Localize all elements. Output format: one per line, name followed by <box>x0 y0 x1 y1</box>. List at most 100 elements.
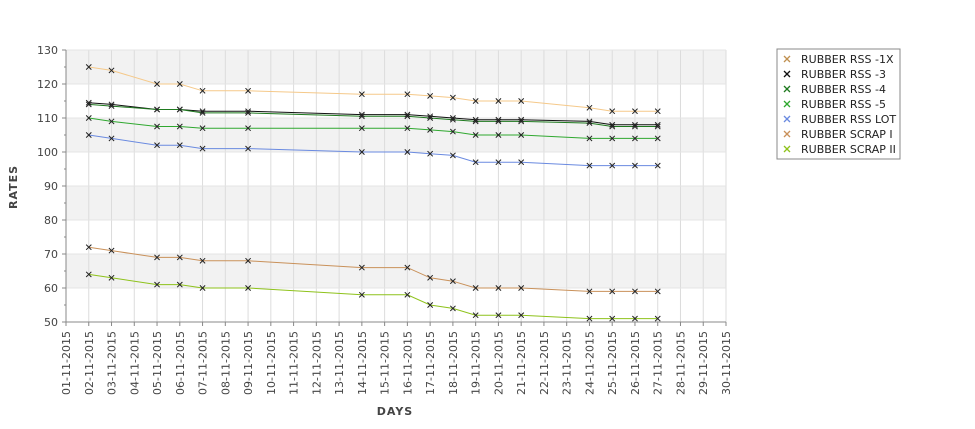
data-point-marker <box>609 162 616 169</box>
marker-stroke <box>472 159 479 166</box>
data-point-marker <box>199 285 206 291</box>
x-tick-label: 29-11-2015 <box>697 331 710 395</box>
x-tick-label: 16-11-2015 <box>401 331 414 395</box>
marker-stroke <box>245 87 252 94</box>
marker-stroke <box>154 281 160 288</box>
data-point-marker <box>404 111 411 118</box>
marker-stroke <box>586 118 593 125</box>
marker-stroke <box>154 81 160 87</box>
legend-item: RUBBER SCRAP I <box>783 128 893 141</box>
data-point-marker <box>85 244 92 251</box>
marker-stroke <box>358 113 365 120</box>
x-tick-label: 25-11-2015 <box>606 331 619 395</box>
x-tick-label: 04-11-2015 <box>128 331 141 395</box>
marker-stroke <box>609 315 616 322</box>
marker-stroke <box>632 315 638 322</box>
x-tick-label: 18-11-2015 <box>447 331 460 395</box>
legend-item: RUBBER RSS -5 <box>783 98 886 111</box>
marker-stroke <box>199 145 206 152</box>
marker-stroke <box>472 116 479 123</box>
marker-stroke <box>654 135 661 142</box>
data-point-marker <box>586 104 593 111</box>
marker-stroke <box>358 149 365 155</box>
marker-stroke <box>427 113 434 120</box>
marker-stroke <box>609 162 616 169</box>
marker-stroke <box>154 106 160 113</box>
data-point-marker <box>85 99 92 106</box>
data-point-marker <box>449 128 456 135</box>
marker-stroke <box>85 101 92 108</box>
legend-item: RUBBER RSS -4 <box>783 83 886 96</box>
marker-stroke <box>404 125 411 132</box>
marker-stroke <box>85 271 92 278</box>
y-tick-label: 90 <box>44 180 58 193</box>
data-point-marker <box>427 126 434 133</box>
y-tick-label: 70 <box>44 248 58 261</box>
data-point-marker <box>632 121 638 128</box>
y-tick-label: 50 <box>44 316 58 329</box>
data-point-marker <box>472 98 479 104</box>
marker-stroke <box>449 305 456 312</box>
marker-stroke <box>472 285 479 291</box>
marker-stroke <box>427 115 434 121</box>
data-point-marker <box>358 125 365 132</box>
data-point-marker <box>472 116 479 123</box>
x-tick-label: 01-11-2015 <box>60 331 73 395</box>
legend-label: RUBBER RSS LOT <box>801 113 896 126</box>
data-point-marker <box>108 118 115 125</box>
legend-marker <box>783 130 791 138</box>
x-tick-label: 02-11-2015 <box>83 331 96 395</box>
data-point-marker <box>518 159 525 166</box>
x-axis-title: DAYS <box>377 405 413 418</box>
data-point-marker <box>85 271 92 278</box>
marker-stroke <box>108 135 115 142</box>
data-point-marker <box>199 87 206 94</box>
legend: RUBBER RSS -1X RUBBER RSS -3 RUBBER RSS -4… <box>776 48 901 160</box>
marker-stroke <box>495 116 502 123</box>
data-point-marker <box>586 315 593 322</box>
data-point-marker <box>358 264 365 271</box>
x-tick-label: 05-11-2015 <box>151 331 164 395</box>
marker-stroke <box>404 149 411 155</box>
marker-stroke <box>154 123 160 130</box>
x-tick-label: 03-11-2015 <box>106 331 119 395</box>
marker-stroke <box>632 135 638 142</box>
y-tick-label: 80 <box>44 214 58 227</box>
marker-stroke <box>449 152 456 159</box>
x-tick-label: 13-11-2015 <box>333 331 346 395</box>
marker-stroke <box>199 87 206 94</box>
marker-stroke <box>609 135 616 142</box>
marker-stroke <box>654 315 661 322</box>
data-point-marker <box>154 123 160 130</box>
marker-stroke <box>108 101 115 108</box>
marker-stroke <box>518 312 525 319</box>
data-point-marker <box>609 315 616 322</box>
marker-stroke <box>85 244 92 251</box>
data-point-marker <box>632 123 638 130</box>
data-point-marker <box>632 135 638 142</box>
marker-stroke <box>245 285 252 291</box>
data-point-marker <box>108 247 115 254</box>
legend-item: RUBBER SCRAP II <box>783 143 896 156</box>
data-point-marker <box>199 145 206 152</box>
x-tick-label: 10-11-2015 <box>265 331 278 395</box>
data-point-marker <box>154 281 160 288</box>
marker-stroke <box>199 257 206 264</box>
x-tick-label: 12-11-2015 <box>310 331 323 395</box>
marker-stroke <box>358 111 365 118</box>
data-point-marker <box>427 274 434 281</box>
data-point-marker <box>427 113 434 120</box>
marker-stroke <box>108 103 115 110</box>
marker-stroke <box>358 125 365 132</box>
marker-stroke <box>495 118 502 125</box>
data-point-marker <box>199 257 206 264</box>
x-tick-label: 26-11-2015 <box>629 331 642 395</box>
x-tick-label: 22-11-2015 <box>538 331 551 395</box>
data-point-marker <box>404 125 411 132</box>
marker-stroke <box>85 64 92 70</box>
marker-stroke <box>518 285 525 291</box>
data-point-marker <box>495 285 502 291</box>
data-point-marker <box>85 64 92 70</box>
x-tick-label: 20-11-2015 <box>492 331 505 395</box>
data-point-marker <box>495 312 502 319</box>
